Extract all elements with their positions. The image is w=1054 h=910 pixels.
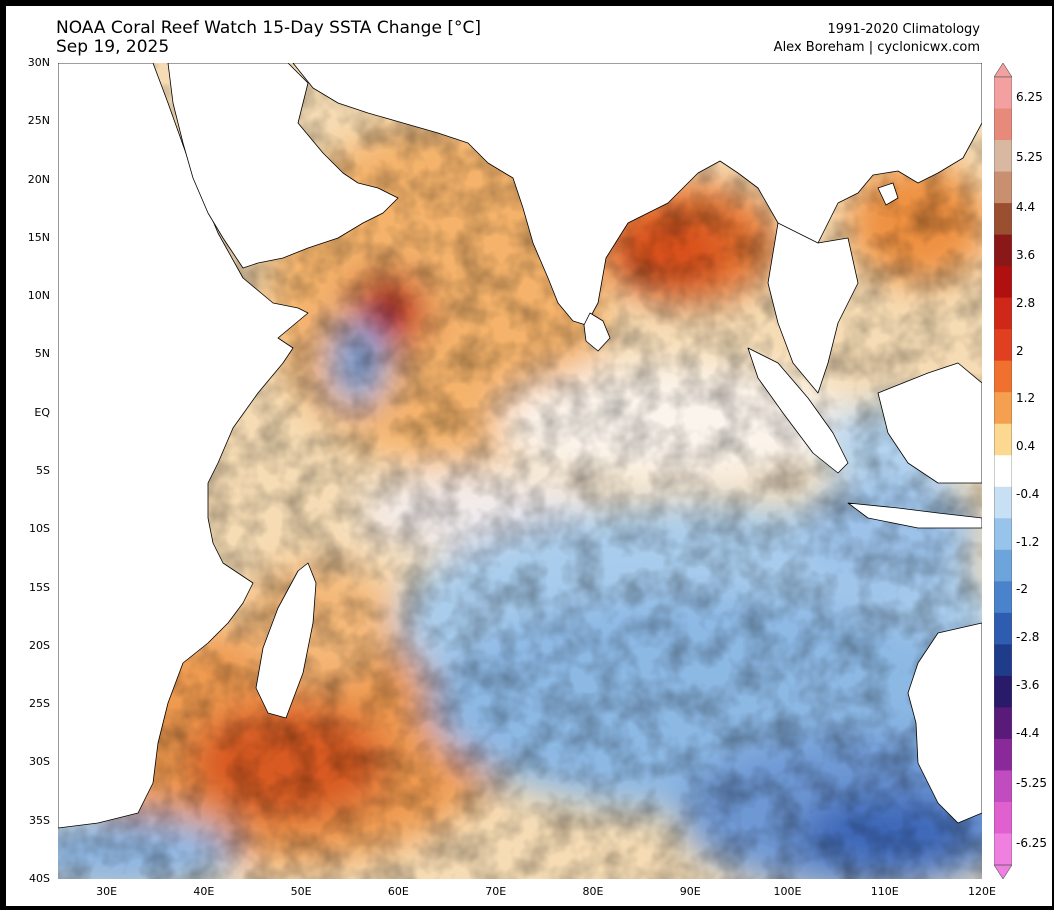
colorbar-segment [994, 707, 1012, 740]
lon-tick-label: 100E [773, 885, 802, 898]
colorbar-segment [994, 297, 1012, 330]
colorbar-label: 1.2 [1016, 391, 1036, 406]
colorbar-segment [994, 675, 1012, 708]
colorbar-segment [994, 581, 1012, 614]
climatology-label: 1991-2020 Climatology [827, 22, 980, 37]
colorbar-label: 4.4 [1016, 200, 1036, 215]
lat-tick-label: 35S [29, 813, 50, 827]
lat-tick-label: 5S [36, 464, 50, 477]
lat-tick-label: 20S [29, 638, 50, 652]
lat-tick-label: 20N [27, 172, 50, 186]
lat-tick-label: 25S [29, 697, 50, 711]
colorbar-segment [994, 738, 1012, 771]
colorbar-label: -3.6 [1016, 677, 1040, 692]
lat-tick-label: 10N [27, 289, 50, 303]
colorbar-segment [994, 801, 1012, 834]
colorbar-label: -2.8 [1016, 630, 1040, 645]
credit-label: Alex Boreham | cyclonicwx.com [773, 40, 980, 55]
colorbar-segment [994, 549, 1012, 582]
colorbar-segment [994, 140, 1012, 173]
southeast-asia-land [767, 222, 859, 394]
colorbar-segment [994, 360, 1012, 393]
colorbar-label: 2 [1016, 343, 1024, 358]
colorbar-label: -1.2 [1016, 534, 1040, 549]
lon-tick-label: 70E [485, 885, 507, 898]
lat-tick-label: EQ [34, 405, 50, 419]
colorbar-segment [994, 77, 1012, 110]
lon-tick-label: 50E [290, 885, 312, 898]
lon-tick-label: 80E [582, 885, 604, 898]
java-land [847, 502, 982, 529]
asia-land [292, 63, 982, 326]
colorbar-segment [994, 486, 1012, 519]
lat-tick-label: 30S [29, 755, 50, 769]
colorbar-label: 5.25 [1016, 149, 1043, 164]
colorbar-label: -4.4 [1016, 725, 1040, 740]
colorbar-label: -2 [1016, 582, 1028, 597]
lat-tick-label: 40S [29, 872, 50, 885]
africa-land [58, 63, 309, 829]
figure-page: NOAA Coral Reef Watch 15-Day SSTA Change… [6, 6, 1052, 906]
colorbar-label: -6.25 [1016, 836, 1048, 851]
lat-tick-label: 15N [27, 230, 50, 244]
colorbar-segment [994, 833, 1012, 866]
lon-tick-label: 90E [679, 885, 701, 898]
lat-tick-label: 5N [34, 347, 50, 361]
colorbar-segment [994, 266, 1012, 299]
land [58, 63, 982, 829]
colorbar-label: 6.25 [1016, 89, 1043, 104]
lat-tick-label: 10S [29, 522, 50, 536]
colorbar-segment [994, 108, 1012, 141]
lat-tick-label: 25N [27, 114, 50, 128]
colorbar-segment [994, 423, 1012, 456]
hainan-land [877, 182, 899, 206]
lon-tick-label: 110E [870, 885, 899, 898]
colorbar-segment [994, 455, 1012, 488]
colorbar [994, 63, 1012, 879]
colorbar-segment [994, 518, 1012, 551]
colorbar-segment [994, 644, 1012, 677]
madagascar-land [255, 562, 317, 719]
lon-tick-label: 40E [193, 885, 215, 898]
lon-tick-label: 120E [968, 885, 996, 898]
maritime-land [877, 362, 982, 484]
chart-date: Sep 19, 2025 [56, 37, 170, 57]
colorbar-segment [994, 329, 1012, 362]
colorbar-label: 0.4 [1016, 439, 1036, 454]
colorbar-segment [994, 392, 1012, 425]
arabia-land [167, 63, 399, 269]
colorbar-segment [994, 770, 1012, 803]
colorbar-label: -0.4 [1016, 486, 1040, 501]
chart-title: NOAA Coral Reef Watch 15-Day SSTA Change… [56, 18, 481, 38]
colorbar-outline [994, 76, 1012, 866]
colorbar-label: 3.6 [1016, 248, 1036, 263]
colorbar-segment [994, 203, 1012, 236]
lon-tick-label: 30E [96, 885, 118, 898]
lon-tick-label: 60E [387, 885, 409, 898]
colorbar-segment [994, 234, 1012, 267]
colorbar-label: 2.8 [1016, 295, 1036, 310]
lat-tick-label: 30N [27, 56, 50, 69]
lat-tick-label: 15S [29, 580, 50, 594]
australia-land [907, 622, 982, 824]
colorbar-label: -5.25 [1016, 776, 1048, 791]
sumatra-land [747, 347, 849, 474]
colorbar-segment [994, 612, 1012, 645]
colorbar-segment [994, 171, 1012, 204]
colorbar-max-arrow [994, 63, 1012, 78]
colorbar-min-arrow [994, 864, 1012, 879]
sri-lanka-land [583, 312, 611, 352]
ssta-map [58, 63, 982, 879]
